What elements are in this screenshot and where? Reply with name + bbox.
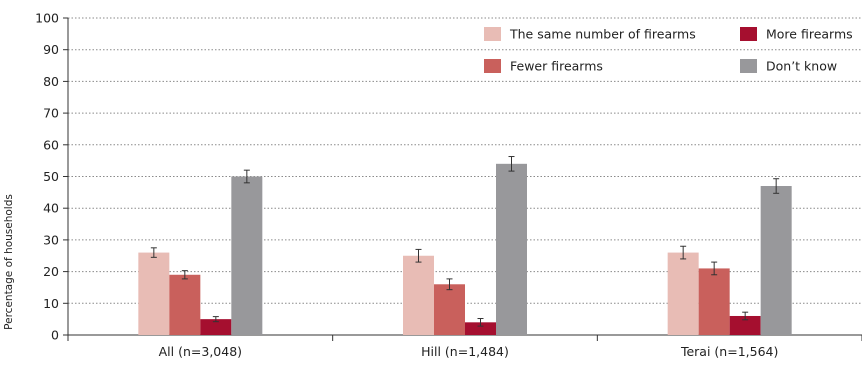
x-category-label: Terai (n=1,564) xyxy=(680,344,778,359)
x-category-label: All (n=3,048) xyxy=(159,344,242,359)
bar xyxy=(169,274,201,335)
y-axis-title: Percentage of households xyxy=(3,194,15,330)
y-tick-label: 40 xyxy=(43,201,59,216)
y-tick-label: 50 xyxy=(43,169,59,184)
y-tick-label: 60 xyxy=(43,137,59,152)
legend-swatch xyxy=(740,59,757,73)
bar xyxy=(465,322,496,335)
legend-label: Fewer firearms xyxy=(510,59,603,74)
legend-swatch xyxy=(484,27,501,41)
legend-label: More firearms xyxy=(766,27,853,42)
bar xyxy=(729,315,761,335)
bar xyxy=(760,186,792,335)
y-tick-label: 0 xyxy=(51,328,59,343)
bar xyxy=(496,163,527,335)
y-tick-label: 100 xyxy=(35,11,59,26)
bar xyxy=(403,255,434,335)
legend-swatch xyxy=(740,27,757,41)
x-category-label: Hill (n=1,484) xyxy=(421,344,509,359)
legend-swatch xyxy=(484,59,501,73)
bar xyxy=(231,176,263,335)
bar xyxy=(667,252,699,335)
legend-label: Don’t know xyxy=(766,59,837,74)
bar xyxy=(200,319,232,335)
bar xyxy=(138,252,170,335)
y-tick-label: 80 xyxy=(43,74,59,89)
y-tick-label: 10 xyxy=(43,296,59,311)
y-tick-label: 20 xyxy=(43,264,59,279)
y-tick-label: 30 xyxy=(43,232,59,247)
legend-label: The same number of firearms xyxy=(509,27,696,42)
bar xyxy=(434,284,465,335)
bar xyxy=(698,268,730,335)
y-tick-label: 90 xyxy=(43,42,59,57)
y-tick-label: 70 xyxy=(43,106,59,121)
